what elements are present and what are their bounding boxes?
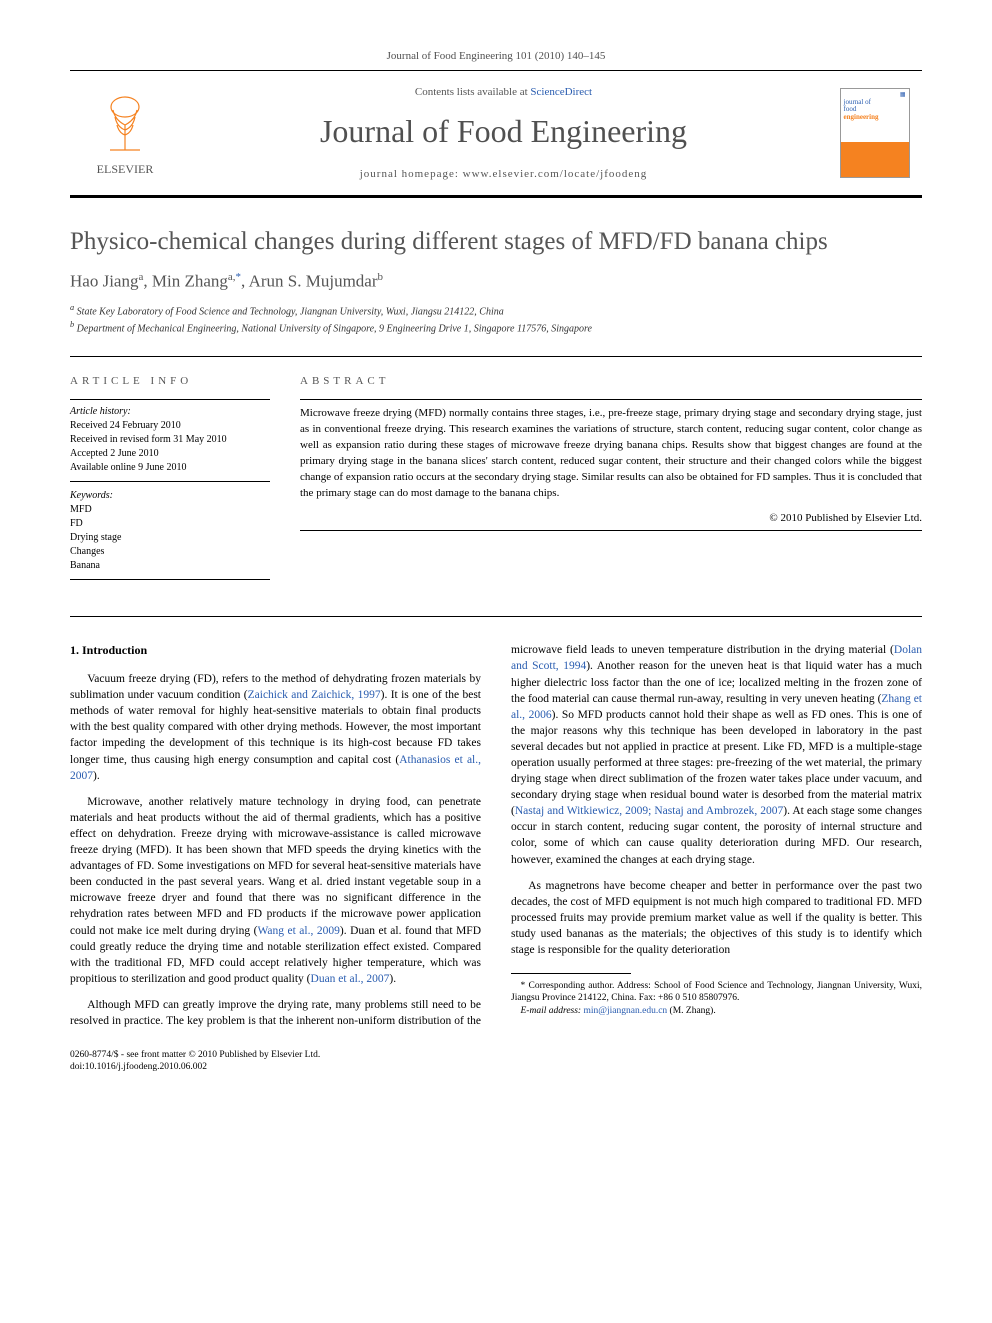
ref-duan-2007[interactable]: Duan et al., 2007 — [311, 973, 390, 985]
abstract-label: ABSTRACT — [300, 375, 922, 387]
article-info-label: ARTICLE INFO — [70, 375, 270, 387]
publisher-logo: ELSEVIER — [90, 90, 160, 177]
info-divider-2 — [70, 481, 270, 482]
intro-p1: Vacuum freeze drying (FD), refers to the… — [70, 671, 481, 784]
footer-doi: doi:10.1016/j.jfoodeng.2010.06.002 — [70, 1061, 922, 1073]
section-1-heading: 1. Introduction — [70, 642, 481, 659]
corresponding-author-footnote: * Corresponding author. Address: School … — [511, 980, 922, 1005]
info-divider-1 — [70, 399, 270, 400]
history-revised: Received in revised form 31 May 2010 — [70, 433, 270, 447]
article-title: Physico-chemical changes during differen… — [70, 228, 922, 256]
ref-wang-2009[interactable]: Wang et al., 2009 — [257, 925, 339, 937]
contents-available-line: Contents lists available at ScienceDirec… — [190, 86, 817, 98]
journal-header: ELSEVIER Contents lists available at Sci… — [70, 70, 922, 198]
author-email-link[interactable]: min@jiangnan.edu.cn — [583, 1006, 667, 1016]
publisher-name: ELSEVIER — [90, 162, 160, 177]
keyword-1: FD — [70, 517, 270, 531]
body-top-divider — [70, 616, 922, 617]
keyword-2: Drying stage — [70, 531, 270, 545]
keyword-4: Banana — [70, 559, 270, 573]
abstract-text: Microwave freeze drying (MFD) normally c… — [300, 406, 922, 502]
intro-p4: As magnetrons have become cheaper and be… — [511, 878, 922, 958]
history-label: Article history: — [70, 406, 270, 417]
journal-cover-thumb: ▦ journal of food engineering — [840, 88, 910, 178]
abstract-divider-2 — [300, 530, 922, 531]
history-online: Available online 9 June 2010 — [70, 461, 270, 475]
info-abstract-row: ARTICLE INFO Article history: Received 2… — [70, 356, 922, 586]
history-received: Received 24 February 2010 — [70, 419, 270, 433]
ref-nastaj-2009-2007[interactable]: Nastaj and Witkiewicz, 2009; Nastaj and … — [515, 805, 783, 817]
abstract-divider-1 — [300, 399, 922, 400]
keyword-0: MFD — [70, 503, 270, 517]
intro-p2: Microwave, another relatively mature tec… — [70, 794, 481, 987]
keywords-label: Keywords: — [70, 490, 270, 501]
affiliations: a State Key Laboratory of Food Science a… — [70, 302, 922, 337]
info-divider-3 — [70, 579, 270, 580]
page-footer: 0260-8774/$ - see front matter © 2010 Pu… — [70, 1049, 922, 1074]
sciencedirect-link[interactable]: ScienceDirect — [530, 86, 592, 98]
affiliation-a: a State Key Laboratory of Food Science a… — [70, 302, 922, 319]
journal-reference: Journal of Food Engineering 101 (2010) 1… — [70, 50, 922, 62]
footnote-divider — [511, 973, 631, 974]
cover-text-3: engineering — [844, 114, 906, 122]
ref-zaichick-1997[interactable]: Zaichick and Zaichick, 1997 — [248, 689, 381, 701]
journal-name-heading: Journal of Food Engineering — [190, 113, 817, 150]
history-accepted: Accepted 2 June 2010 — [70, 447, 270, 461]
footer-front-matter: 0260-8774/$ - see front matter © 2010 Pu… — [70, 1049, 922, 1061]
elsevier-tree-icon — [90, 90, 160, 160]
publisher-logo-cell: ELSEVIER — [70, 71, 180, 195]
article-info: ARTICLE INFO Article history: Received 2… — [70, 375, 270, 586]
email-label: E-mail address: — [521, 1006, 582, 1016]
cover-cell: ▦ journal of food engineering — [827, 71, 922, 195]
body-text: 1. Introduction Vacuum freeze drying (FD… — [70, 642, 922, 1029]
contents-text: Contents lists available at — [415, 86, 530, 98]
abstract: ABSTRACT Microwave freeze drying (MFD) n… — [300, 375, 922, 586]
email-footnote: E-mail address: min@jiangnan.edu.cn (M. … — [511, 1005, 922, 1017]
article-page: Journal of Food Engineering 101 (2010) 1… — [0, 0, 992, 1124]
authors-line: Hao Jianga, Min Zhanga,*, Arun S. Mujumd… — [70, 271, 922, 292]
header-center: Contents lists available at ScienceDirec… — [180, 71, 827, 195]
affiliation-b: b Department of Mechanical Engineering, … — [70, 319, 922, 336]
journal-homepage: journal homepage: www.elsevier.com/locat… — [190, 168, 817, 180]
abstract-copyright: © 2010 Published by Elsevier Ltd. — [300, 512, 922, 524]
keyword-3: Changes — [70, 545, 270, 559]
